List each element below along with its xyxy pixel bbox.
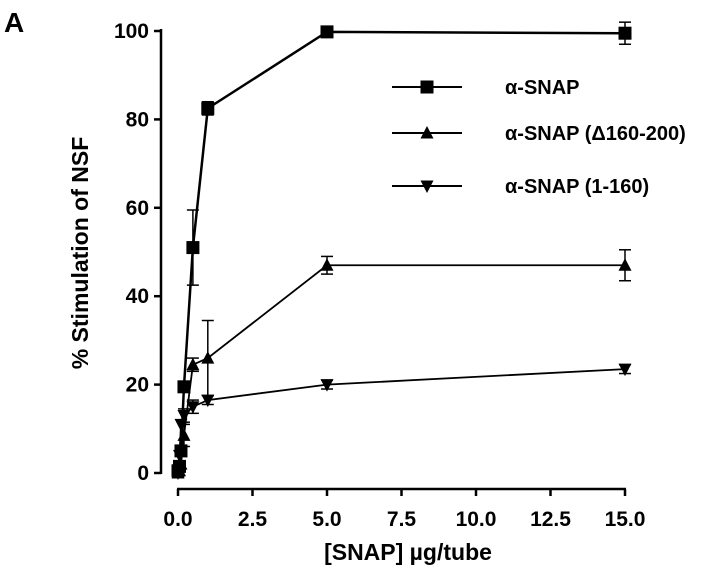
legend-marker	[420, 80, 434, 94]
y-tick-label: 60	[126, 197, 149, 220]
data-point	[201, 351, 215, 364]
x-tick-label: 0.0	[163, 508, 192, 531]
y-tick-label: 20	[126, 374, 149, 397]
legend-entry-3: α-SNAP (1-160)	[392, 176, 649, 198]
data-point	[172, 449, 186, 463]
data-point	[201, 394, 215, 408]
legend-label: α-SNAP	[505, 77, 580, 99]
data-point	[177, 410, 191, 423]
data-point	[618, 26, 632, 40]
data-point	[171, 467, 185, 480]
data-point	[186, 241, 200, 255]
series-3	[171, 363, 632, 480]
data-series	[171, 21, 632, 480]
data-point	[320, 379, 334, 392]
y-axis-title: % Stimulation of NSF	[67, 137, 93, 370]
y-tick-label: 100	[114, 20, 149, 43]
legend-marker	[420, 180, 434, 193]
x-tick-label: 12.5	[530, 508, 571, 531]
legend-label: α-SNAP (Δ160-200)	[505, 123, 686, 145]
series-line	[177, 368, 626, 474]
x-tick-label: 2.5	[238, 508, 268, 531]
x-axis-title: [SNAP] µg/tube	[324, 539, 492, 565]
series-2	[171, 249, 632, 479]
data-point	[177, 380, 191, 394]
data-point	[320, 258, 334, 271]
y-tick-label: 80	[126, 108, 149, 131]
data-point	[186, 357, 200, 371]
data-point	[201, 101, 215, 115]
data-point	[186, 401, 200, 414]
x-tick-label: 5.0	[312, 508, 341, 531]
legend-entry-1: α-SNAP	[392, 77, 580, 99]
data-point	[320, 25, 334, 39]
axes: 0 20 40 60 80 100 0.0 2.5 5.0 7.5 10.0 12.5 15.0	[114, 20, 645, 531]
legend: α-SNAP α-SNAP (Δ160-200) α-SNAP (1-160)	[392, 77, 686, 198]
data-point	[618, 258, 632, 271]
legend-marker	[420, 126, 434, 139]
y-tick-label: 40	[126, 285, 149, 308]
legend-entry-2: α-SNAP (Δ160-200)	[392, 123, 686, 145]
panel-label: A	[4, 7, 24, 38]
x-tick-label: 10.0	[456, 508, 497, 531]
series-line	[177, 264, 625, 474]
legend-label: α-SNAP (1-160)	[505, 176, 649, 198]
y-tick-label: 0	[137, 462, 149, 485]
data-point	[618, 363, 632, 377]
x-tick-label: 15.0	[605, 508, 646, 531]
x-tick-label: 7.5	[387, 508, 417, 531]
